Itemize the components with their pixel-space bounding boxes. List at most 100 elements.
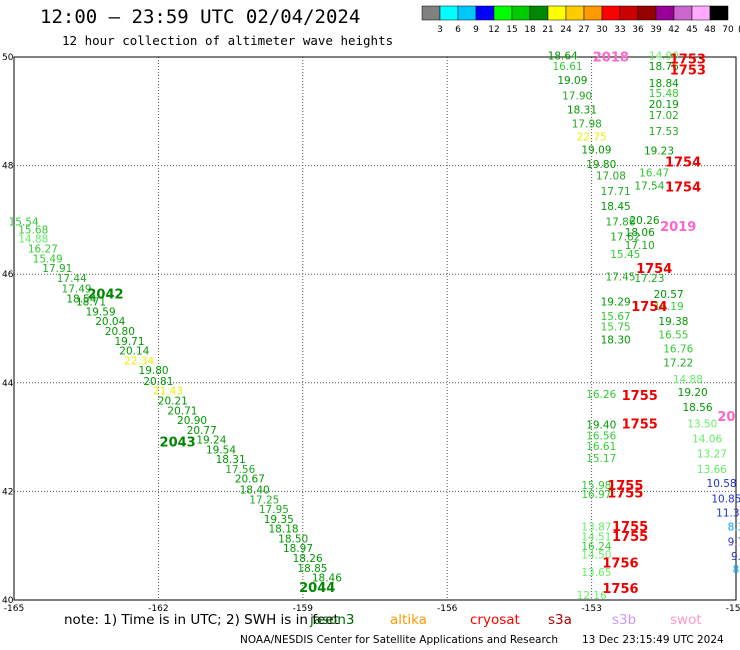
swh-value: 18.26 (293, 553, 323, 565)
satellite-altika: altika (390, 612, 427, 628)
legend-bin-label: 9 (473, 25, 479, 35)
swh-value: 18.64 (548, 51, 578, 63)
x-tick-label: -162 (148, 604, 168, 614)
legend-bin-label: 48 (704, 25, 716, 35)
legend-swatch (673, 5, 693, 21)
legend-bin-label: 39 (650, 25, 662, 35)
axis-tick-labels: -165 -162 -159 -156 -153 -150 40 42 44 46 48 50 (2, 53, 740, 614)
swh-value: 16.26 (586, 389, 616, 401)
swh-value: 15.54 (9, 216, 39, 228)
swh-value: 19.80 (586, 159, 616, 171)
swh-value: 15.68 (18, 224, 48, 236)
swh-value: 16.76 (663, 343, 693, 355)
track-id: 1753 (670, 53, 706, 68)
swh-value: 18.71 (76, 297, 106, 309)
legend-swatch (655, 5, 675, 21)
swh-value: 22.75 (577, 132, 607, 144)
swh-value-labels: 15.5415.6814.8816.2715.4917.9117.4417.49… (9, 51, 740, 602)
swh-value: 18.97 (283, 543, 313, 555)
swh-value: 20.04 (95, 316, 125, 328)
swh-value: 17.62 (610, 232, 640, 244)
swh-value: 15.98 (581, 480, 611, 492)
swh-value: 19.09 (581, 145, 611, 157)
swh-value: 19.09 (557, 75, 587, 87)
swh-value: 18.46 (312, 573, 342, 585)
legend-bin-label: 24 (560, 25, 572, 35)
swh-value: 9. (731, 551, 740, 563)
swh-value: 20.14 (119, 346, 149, 358)
swh-value: 16.24 (581, 541, 611, 553)
x-tick-label: -165 (4, 604, 24, 614)
legend-swatch (691, 5, 711, 21)
track-id: 2018 (593, 50, 629, 65)
legend-swatch (529, 5, 549, 21)
swh-value: 17.90 (562, 90, 592, 102)
swh-value: 20.81 (143, 376, 173, 388)
legend-bin-label: 36 (632, 25, 644, 35)
swh-value: 13.87 (581, 521, 611, 533)
swh-value: 13.66 (697, 464, 727, 476)
legend-bin-label: 45 (686, 25, 697, 35)
swh-value: 18.31 (216, 454, 246, 466)
y-tick-label: 44 (2, 379, 14, 389)
swh-value: 17.49 (62, 284, 92, 296)
swh-value: 19.29 (601, 297, 631, 309)
swh-value: 15.75 (601, 322, 631, 334)
legend-swatch (511, 5, 531, 21)
swh-value: 15.49 (33, 253, 63, 265)
legend-bin-label: 15 (506, 25, 517, 35)
swh-value: 9.7 (728, 537, 740, 549)
legend-swatch (583, 5, 603, 21)
y-tick-label: 42 (2, 487, 13, 497)
y-tick-label: 48 (2, 162, 14, 172)
track-id: 1756 (602, 582, 638, 597)
track-id: 1755 (607, 486, 643, 501)
swh-value: 20.19 (649, 99, 679, 111)
x-tick-label: -159 (293, 604, 314, 614)
legend-bin-label: 3 (437, 25, 443, 35)
legend-bin-label: 42 (668, 25, 679, 35)
swh-value: 17.10 (625, 240, 655, 252)
track-id: 1756 (602, 556, 638, 571)
swh-value: 16.19 (654, 301, 684, 313)
satellite-s3a: s3a (548, 612, 572, 628)
swh-value: 20.21 (158, 396, 188, 408)
swh-value: 18.85 (297, 563, 327, 575)
swh-value: 14.51 (581, 531, 611, 543)
legend-bin-label: 70 (722, 25, 734, 35)
y-tick-label: 50 (2, 53, 14, 63)
swh-value: 19.38 (658, 316, 688, 328)
swh-value: 15.45 (610, 249, 640, 261)
swh-value: 20.80 (105, 326, 135, 338)
track-id: 1754 (636, 262, 672, 277)
track-id: 2019 (660, 220, 696, 235)
plot-frame (13, 56, 737, 601)
swh-value: 16.27 (28, 243, 58, 255)
legend-swatch (619, 5, 639, 21)
legend-bin-label: 12 (488, 25, 499, 35)
swh-value: 17.98 (572, 119, 602, 131)
track-id: 1754 (631, 300, 667, 315)
credit-line: NOAA/NESDIS Center for Satellite Applica… (240, 634, 558, 646)
figure-title: 12:00 — 23:59 UTC 02/04/2024 (40, 6, 361, 28)
swh-value: 20.26 (630, 215, 660, 227)
swh-value: 17.22 (663, 358, 693, 370)
swh-value: 17.54 (634, 180, 664, 192)
track-id-labels: 2042204320442018201920175317531754175417… (87, 50, 735, 597)
track-id: 2042 (87, 288, 123, 303)
swh-value: 15.17 (586, 453, 616, 465)
swh-value: 19.40 (586, 419, 616, 431)
swh-value: 19.80 (139, 365, 169, 377)
track-id: 1755 (622, 417, 658, 432)
swh-value: 17.08 (596, 171, 626, 183)
swh-value: 19.54 (206, 444, 236, 456)
track-id: 1755 (622, 389, 658, 404)
track-id: 2044 (299, 581, 335, 596)
legend-swatch (637, 5, 657, 21)
swh-value: 20.77 (187, 425, 217, 437)
track-id: 1754 (665, 156, 701, 171)
swh-value: 17.25 (249, 494, 279, 506)
y-tick-label: 40 (2, 596, 14, 606)
swh-value: 17.86 (605, 216, 635, 228)
